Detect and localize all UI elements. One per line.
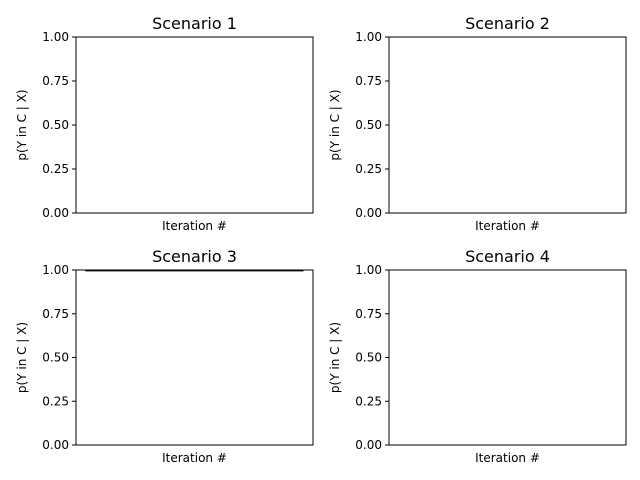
y-tick-label: 0.75	[355, 74, 382, 88]
chart-panel-3: Scenario 3 0.00 0.25 0.50 0.75 1.00 p(Y in C |…	[15, 247, 314, 465]
y-tick-label: 1.00	[42, 30, 69, 44]
x-axis-label: Iteration #	[475, 219, 540, 233]
y-axis-label: p(Y in C | X)	[328, 89, 342, 160]
axes-frame	[75, 36, 314, 214]
y-tick-label: 0.75	[42, 307, 69, 321]
y-tick-label: 0.00	[42, 438, 69, 452]
y-axis-label: p(Y in C | X)	[328, 322, 342, 393]
x-axis-label: Iteration #	[475, 451, 540, 465]
y-tick-label: 1.00	[355, 30, 382, 44]
chart-panel-2: Scenario 2 0.00 0.25 0.50 0.75 1.00 p(Y in C |…	[328, 14, 627, 233]
y-axis-label: p(Y in C | X)	[15, 322, 29, 393]
y-tick-label: 0.00	[355, 206, 382, 220]
y-tick-label: 1.00	[355, 263, 382, 277]
y-tick-label: 0.25	[42, 162, 69, 176]
axes-frame	[388, 36, 627, 214]
y-tick-label: 0.00	[42, 206, 69, 220]
y-tick-label: 0.25	[355, 394, 382, 408]
chart-title: Scenario 4	[465, 247, 550, 266]
x-axis-label: Iteration #	[162, 451, 227, 465]
y-tick-label: 0.25	[355, 162, 382, 176]
y-tick-label: 0.25	[42, 394, 69, 408]
y-tick-label: 1.00	[42, 263, 69, 277]
chart-title: Scenario 3	[152, 247, 237, 266]
axes-frame	[75, 269, 314, 446]
chart-title: Scenario 1	[152, 14, 237, 33]
axes-frame	[388, 269, 627, 446]
y-axis-label: p(Y in C | X)	[15, 89, 29, 160]
chart-panel-1: Scenario 1 0.00 0.25 0.50 0.75 1.00 p(Y in C |…	[15, 14, 314, 233]
x-axis-label: Iteration #	[162, 219, 227, 233]
y-tick-label: 0.50	[355, 351, 382, 365]
y-tick-label: 0.00	[355, 438, 382, 452]
y-tick-label: 0.75	[355, 307, 382, 321]
y-tick-label: 0.50	[42, 351, 69, 365]
y-tick-label: 0.50	[355, 118, 382, 132]
y-tick-label: 0.75	[42, 74, 69, 88]
chart-panel-4: Scenario 4 0.00 0.25 0.50 0.75 1.00 p(Y in C |…	[328, 247, 627, 465]
chart-title: Scenario 2	[465, 14, 550, 33]
y-tick-label: 0.50	[42, 118, 69, 132]
